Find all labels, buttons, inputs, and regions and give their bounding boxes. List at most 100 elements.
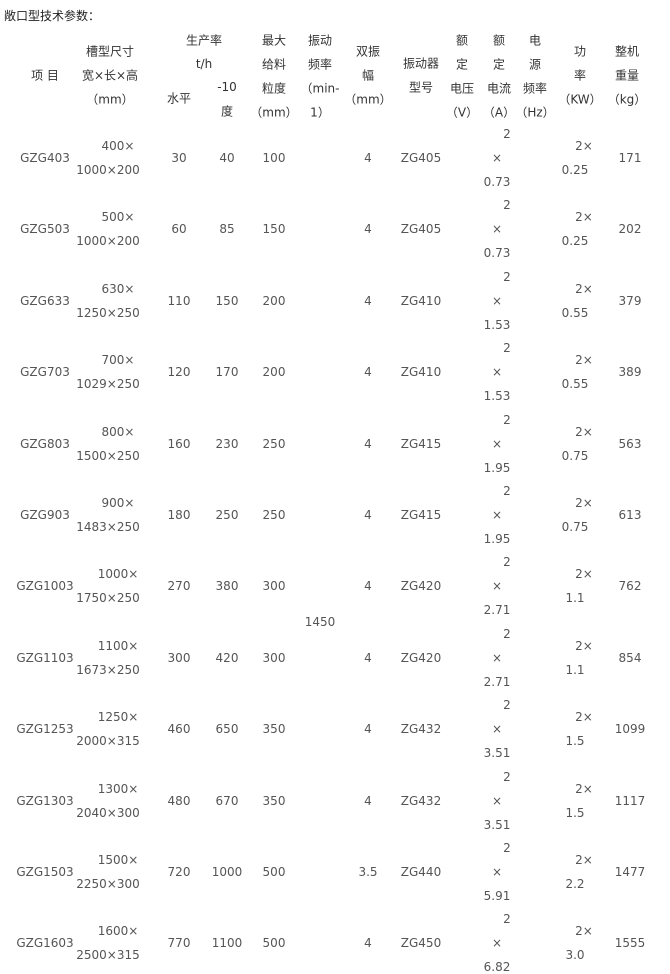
header-feed: 给料 <box>261 57 287 72</box>
row-power: 0.75 <box>561 448 589 463</box>
row-size: 1000× <box>97 567 139 582</box>
row-vibrator-model: ZG420 <box>400 579 442 594</box>
row-size: 1000×200 <box>76 234 140 249</box>
row-power: 2× <box>575 353 593 368</box>
row-current: 2 <box>503 626 511 641</box>
row-amplitude: 4 <box>364 508 372 522</box>
header-feed: 粒度 <box>261 81 287 96</box>
row-current: 1.95 <box>483 532 511 546</box>
row-item: GZG1503 <box>16 865 74 879</box>
row-current: 2 <box>503 198 511 213</box>
row-rate-flat: 770 <box>167 936 191 951</box>
row-rate-slope: 380 <box>215 579 239 594</box>
row-feed-size: 300 <box>262 650 286 665</box>
header-feed: （mm） <box>250 105 298 120</box>
row-current: × <box>491 365 503 380</box>
header-item: 项 目 <box>31 68 59 83</box>
row-power: 2× <box>575 210 593 225</box>
row-rate-slope: 170 <box>215 365 239 380</box>
row-vibrator-model: ZG440 <box>400 865 442 879</box>
row-amplitude: 4 <box>364 151 372 165</box>
row-current: 2 <box>503 341 511 356</box>
row-rate-slope: 85 <box>219 222 235 237</box>
row-amplitude: 3.5 <box>358 865 378 879</box>
row-size: 1500×250 <box>76 448 140 463</box>
row-current: 3.51 <box>483 746 511 761</box>
row-rate-flat: 120 <box>167 365 191 380</box>
header-freq: （min- <box>300 81 340 96</box>
row-weight: 1477 <box>614 865 646 879</box>
header-flat: 水平 <box>166 91 192 106</box>
row-current: × <box>491 579 503 594</box>
row-current: 1.53 <box>483 317 511 332</box>
row-feed-size: 350 <box>262 793 286 808</box>
row-power: 1.1 <box>565 662 585 677</box>
row-size: 1250×250 <box>76 305 140 320</box>
row-item: GZG503 <box>20 222 70 237</box>
row-current: 2.71 <box>483 603 511 618</box>
row-size: 2250×300 <box>76 877 140 891</box>
row-power: 2× <box>575 924 593 939</box>
row-current: 0.73 <box>483 246 511 261</box>
row-size: 900× <box>101 496 135 510</box>
row-amplitude: 4 <box>364 936 372 951</box>
row-size: 500× <box>101 210 135 225</box>
header-power: 率 <box>573 68 587 83</box>
header-amp: （mm） <box>344 92 392 107</box>
row-amplitude: 4 <box>364 436 372 451</box>
row-feed-size: 250 <box>262 508 286 522</box>
header-hz: 电 <box>528 33 542 48</box>
row-vibrator-model: ZG410 <box>400 293 442 308</box>
row-feed-size: 200 <box>262 293 286 308</box>
row-rate-flat: 110 <box>167 293 191 308</box>
header-curr: 电流 <box>486 81 512 96</box>
row-weight: 389 <box>618 365 642 380</box>
row-current: × <box>491 436 503 451</box>
header-freq: 振动 <box>307 33 333 48</box>
row-item: GZG1103 <box>16 650 74 665</box>
row-vibrator-model: ZG450 <box>400 936 442 951</box>
row-rate-flat: 160 <box>167 436 191 451</box>
row-rate-slope: 1000 <box>211 865 243 879</box>
row-vibrator-model: ZG405 <box>400 151 442 165</box>
row-current: 0.73 <box>483 175 511 189</box>
header-model: 型号 <box>408 80 434 95</box>
row-current: 2 <box>503 127 511 141</box>
row-rate-slope: 250 <box>215 508 239 522</box>
header-size: （mm） <box>86 92 134 107</box>
row-power: 2× <box>575 638 593 653</box>
row-size: 630× <box>101 281 135 296</box>
row-rate-slope: 230 <box>215 436 239 451</box>
row-current: × <box>491 865 503 879</box>
row-item: GZG903 <box>20 508 70 522</box>
row-power: 0.25 <box>561 234 589 249</box>
row-item: GZG1303 <box>16 793 74 808</box>
row-power: 2.2 <box>565 877 585 891</box>
row-size: 400× <box>101 139 135 153</box>
row-size: 1100× <box>97 638 139 653</box>
row-size: 700× <box>101 353 135 368</box>
row-current: × <box>491 151 503 165</box>
row-size: 1600× <box>97 924 139 939</box>
row-amplitude: 4 <box>364 579 372 594</box>
row-weight: 1117 <box>614 793 646 808</box>
row-feed-size: 300 <box>262 579 286 594</box>
row-rate-slope: 1100 <box>211 936 243 951</box>
row-item: GZG1003 <box>16 579 74 594</box>
row-rate-flat: 720 <box>167 865 191 879</box>
row-feed-size: 200 <box>262 365 286 380</box>
header-freq: 频率 <box>307 57 333 72</box>
row-amplitude: 4 <box>364 650 372 665</box>
row-amplitude: 4 <box>364 793 372 808</box>
row-current: × <box>491 293 503 308</box>
row-vibrator-model: ZG405 <box>400 222 442 237</box>
row-power: 1.1 <box>565 591 585 606</box>
row-current: × <box>491 722 503 737</box>
row-current: 2 <box>503 698 511 713</box>
row-power: 2× <box>575 567 593 582</box>
row-weight: 171 <box>618 151 642 165</box>
row-weight: 1099 <box>614 722 646 737</box>
row-current: 2 <box>503 555 511 570</box>
row-current: × <box>491 508 503 522</box>
header-weight: （kg） <box>607 92 647 107</box>
